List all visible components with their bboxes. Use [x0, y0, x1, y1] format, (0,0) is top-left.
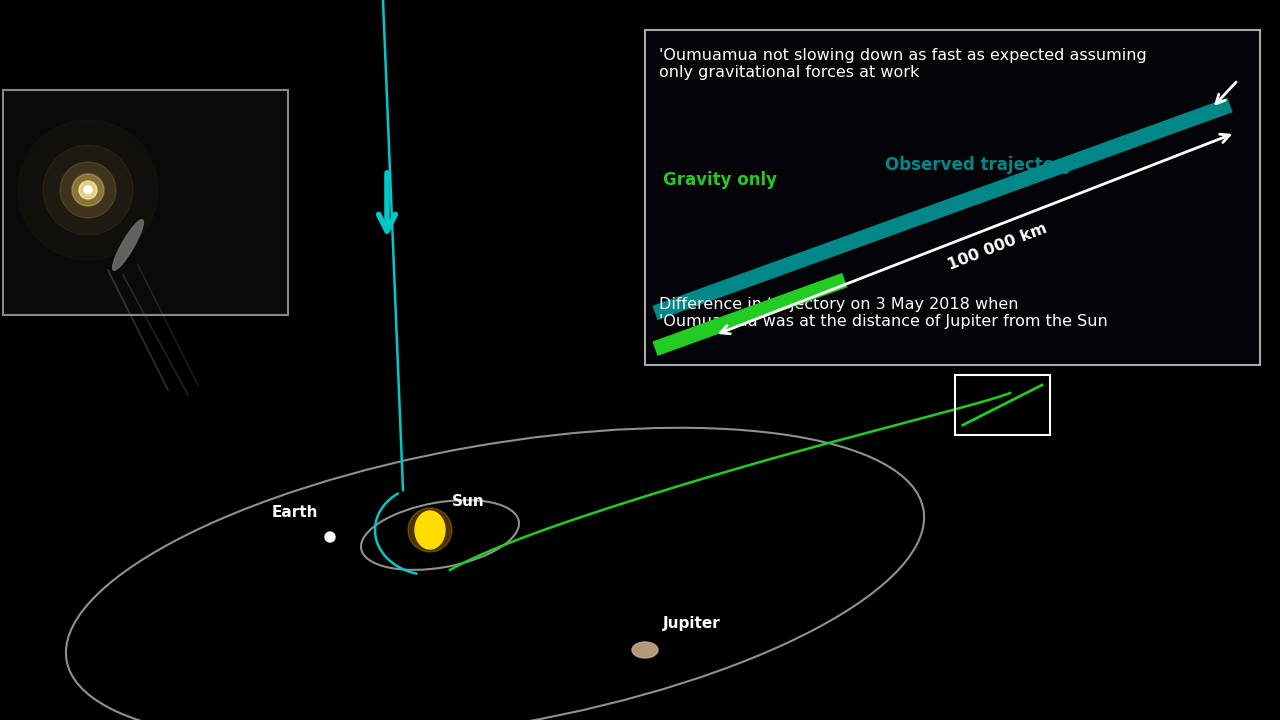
Text: Observed trajectory: Observed trajectory — [884, 156, 1074, 174]
Bar — [3, 90, 288, 315]
Circle shape — [18, 120, 157, 260]
Circle shape — [408, 508, 452, 552]
Circle shape — [60, 162, 116, 218]
Bar — [645, 30, 1260, 365]
Ellipse shape — [632, 642, 658, 658]
Ellipse shape — [415, 511, 445, 549]
Text: Gravity only: Gravity only — [663, 171, 777, 189]
Text: Jupiter: Jupiter — [663, 616, 721, 631]
Text: Sun: Sun — [452, 495, 485, 510]
Text: Difference in trajectory on 3 May 2018 when
'Oumuamua was at the distance of Jup: Difference in trajectory on 3 May 2018 w… — [659, 297, 1107, 329]
Text: Earth: Earth — [271, 505, 317, 520]
Circle shape — [44, 145, 133, 235]
Text: 'Oumuamua not slowing down as fast as expected assuming
only gravitational force: 'Oumuamua not slowing down as fast as ex… — [659, 48, 1147, 81]
Bar — [955, 375, 1050, 435]
Circle shape — [84, 186, 92, 194]
Circle shape — [79, 181, 97, 199]
Circle shape — [325, 532, 335, 542]
Text: 100 000 km: 100 000 km — [946, 221, 1050, 273]
Ellipse shape — [113, 220, 143, 270]
Circle shape — [72, 174, 104, 206]
